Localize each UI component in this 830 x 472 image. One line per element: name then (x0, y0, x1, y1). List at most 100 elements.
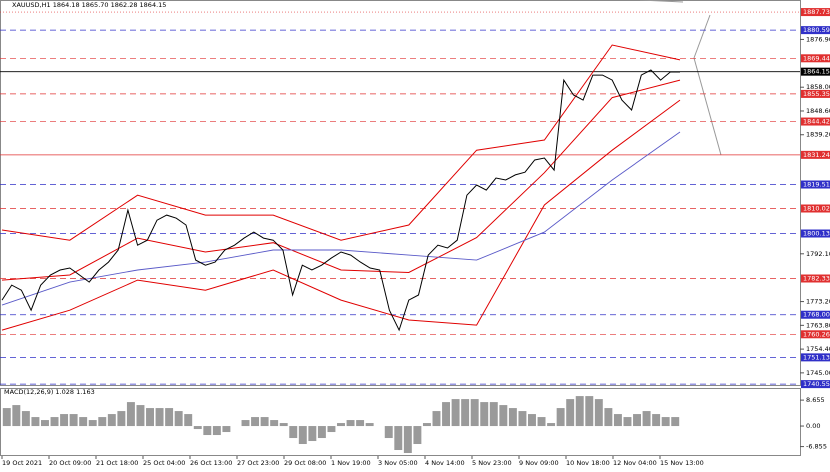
macd-bar (499, 405, 508, 427)
x-tick-label: 25 Oct 04:00 (143, 459, 185, 467)
band-lower (1, 99, 681, 331)
level-label: 1880.59 (803, 26, 830, 34)
x-tick-label: 5 Nov 23:00 (472, 459, 512, 467)
level-label-bg (801, 89, 830, 98)
level-label: 1869.44 (803, 54, 830, 62)
x-tick-label: 27 Oct 23:00 (237, 459, 279, 467)
macd-bar (2, 408, 11, 427)
macd-bar (671, 417, 680, 427)
macd-bar (432, 411, 441, 427)
macd-bar (403, 426, 412, 454)
macd-bar (222, 426, 231, 433)
y-tick-label: 1876.90 (806, 35, 830, 43)
macd-bar (356, 420, 365, 427)
y-tick-label: 0.00 (806, 422, 820, 430)
x-tick-label: 4 Nov 14:00 (425, 459, 465, 467)
projection-arrow (639, 0, 684, 3)
macd-bar (98, 417, 107, 427)
macd-bar (126, 402, 135, 427)
macd-bar (317, 426, 326, 439)
macd-bar (155, 408, 164, 427)
y-tick-label: 1792.10 (806, 250, 830, 258)
level-label: 1810.02 (803, 205, 830, 213)
macd-bar (594, 399, 603, 427)
macd-bar (184, 414, 193, 427)
level-label: 1740.55 (803, 380, 830, 388)
macd-bar (251, 417, 260, 427)
level-label: 1751.13 (803, 353, 830, 361)
level-label-bg (801, 204, 830, 213)
macd-bar (422, 423, 431, 427)
macd-bar (165, 408, 174, 427)
x-tick-label: 19 Oct 2021 (2, 459, 42, 467)
macd-bar (556, 408, 565, 427)
macd-bar (346, 420, 355, 427)
level-label-bg (801, 26, 830, 35)
macd-bar (528, 414, 536, 427)
macd-bar (31, 417, 40, 427)
band-upper (1, 44, 681, 241)
macd-bar (79, 417, 88, 427)
level-label-bg (801, 117, 830, 126)
macd-bar (480, 402, 489, 427)
x-tick-label: 26 Oct 13:00 (190, 459, 232, 467)
y-tick-label: 1773.20 (806, 298, 830, 306)
level-label-bg (801, 67, 830, 76)
macd-bar (384, 426, 393, 439)
x-tick-label: 21 Oct 18:00 (96, 459, 138, 467)
macd-bar (604, 408, 613, 427)
level-label-bg (801, 180, 830, 189)
y-tick-label: -6.855 (806, 443, 827, 451)
projection-arrow (693, 14, 711, 59)
macd-bar (470, 399, 479, 427)
macd-bar (633, 414, 642, 427)
macd-bar (413, 426, 422, 445)
macd-bar (289, 426, 298, 439)
macd-bar (146, 408, 154, 427)
level-label-bg (801, 229, 830, 238)
level-label: 1864.15 (803, 68, 830, 76)
y-tick-label: 1763.80 (806, 321, 830, 329)
level-label-bg (801, 8, 830, 17)
level-label: 1855.35 (803, 90, 830, 98)
level-label: 1844.42 (803, 118, 830, 126)
macd-bar (40, 420, 49, 427)
macd-bar (661, 417, 670, 427)
x-tick-label: 10 Nov 18:00 (566, 459, 610, 467)
x-tick-label: 20 Oct 09:00 (49, 459, 91, 467)
macd-title: MACD(12,26,9) 1.028 1.163 (4, 388, 95, 396)
macd-bar (298, 426, 307, 445)
level-label-bg (801, 310, 830, 319)
macd-bar (136, 405, 145, 427)
level-label: 1800.13 (803, 230, 830, 238)
macd-bar (279, 423, 288, 427)
y-tick-label: 1848.60 (806, 107, 830, 115)
macd-bar (489, 402, 498, 427)
macd-bar (193, 426, 202, 430)
macd-bar (508, 408, 517, 427)
macd-bar (613, 414, 622, 427)
y-tick-label: 1858.00 (806, 83, 830, 91)
macd-bar (107, 414, 116, 427)
macd-bar (451, 399, 460, 427)
macd-bar (585, 396, 594, 427)
macd-bar (365, 423, 374, 427)
level-label-bg (801, 274, 830, 283)
macd-bar (260, 417, 269, 427)
level-label: 1831.24 (803, 151, 830, 159)
macd-bar (270, 420, 279, 427)
macd-bar (174, 411, 183, 427)
macd-bar (327, 426, 336, 433)
level-label-bg (801, 330, 830, 339)
macd-bar (461, 399, 470, 427)
macd-bar (652, 414, 661, 427)
y-tick-label: 1839.20 (806, 131, 830, 139)
macd-bar (12, 405, 21, 427)
level-label-bg (801, 150, 830, 159)
macd-bar (575, 396, 584, 427)
level-label-bg (801, 380, 830, 389)
macd-bar (117, 411, 126, 427)
macd-bar (88, 420, 97, 427)
band-middle (1, 79, 681, 281)
